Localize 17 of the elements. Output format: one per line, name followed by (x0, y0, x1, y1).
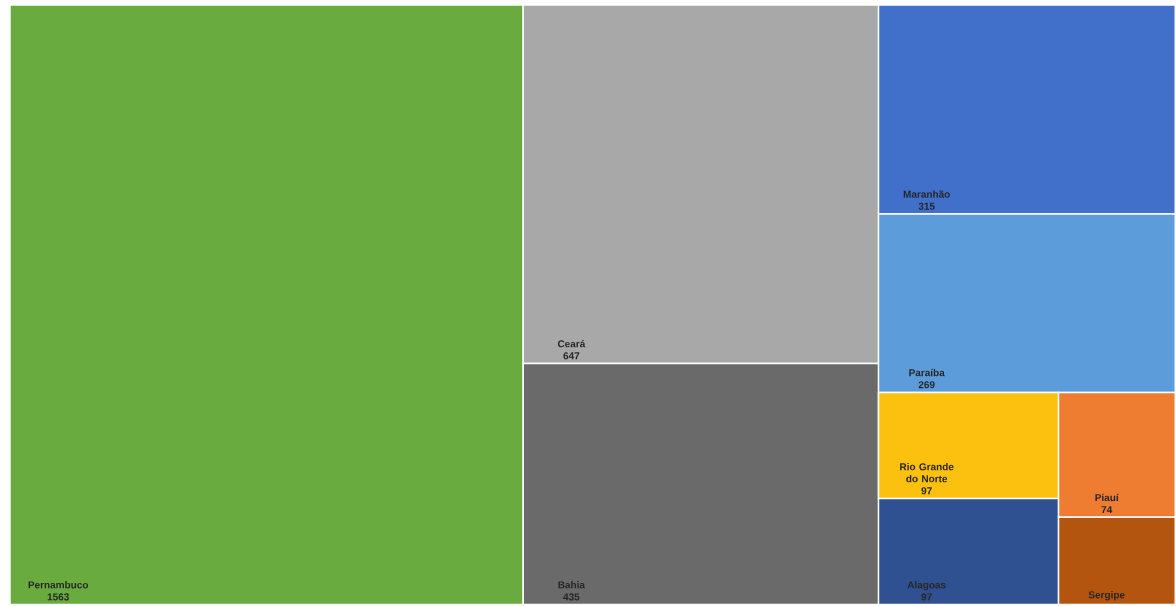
category-label: Alagoas (907, 581, 946, 591)
category-label: Pernambuco (28, 581, 89, 589)
data-label: 269 (918, 381, 935, 389)
category-label: Paraíba (909, 369, 945, 377)
data-label: 97 (921, 487, 932, 495)
category-label: Rio Grande do Norte (900, 463, 954, 483)
category-label: Sergipe (1088, 591, 1125, 601)
data-label: 435 (563, 593, 580, 601)
data-label: 74 (1101, 506, 1113, 514)
category-label: Ceará (557, 340, 586, 348)
data-label: 315 (918, 202, 935, 210)
data-label: 1563 (47, 593, 69, 601)
data-label: 647 (563, 352, 580, 360)
category-label: Maranhão (903, 190, 950, 198)
category-label: Bahia (558, 581, 586, 589)
data-label: 97 (921, 593, 932, 601)
category-label: Piauí (1095, 493, 1119, 502)
